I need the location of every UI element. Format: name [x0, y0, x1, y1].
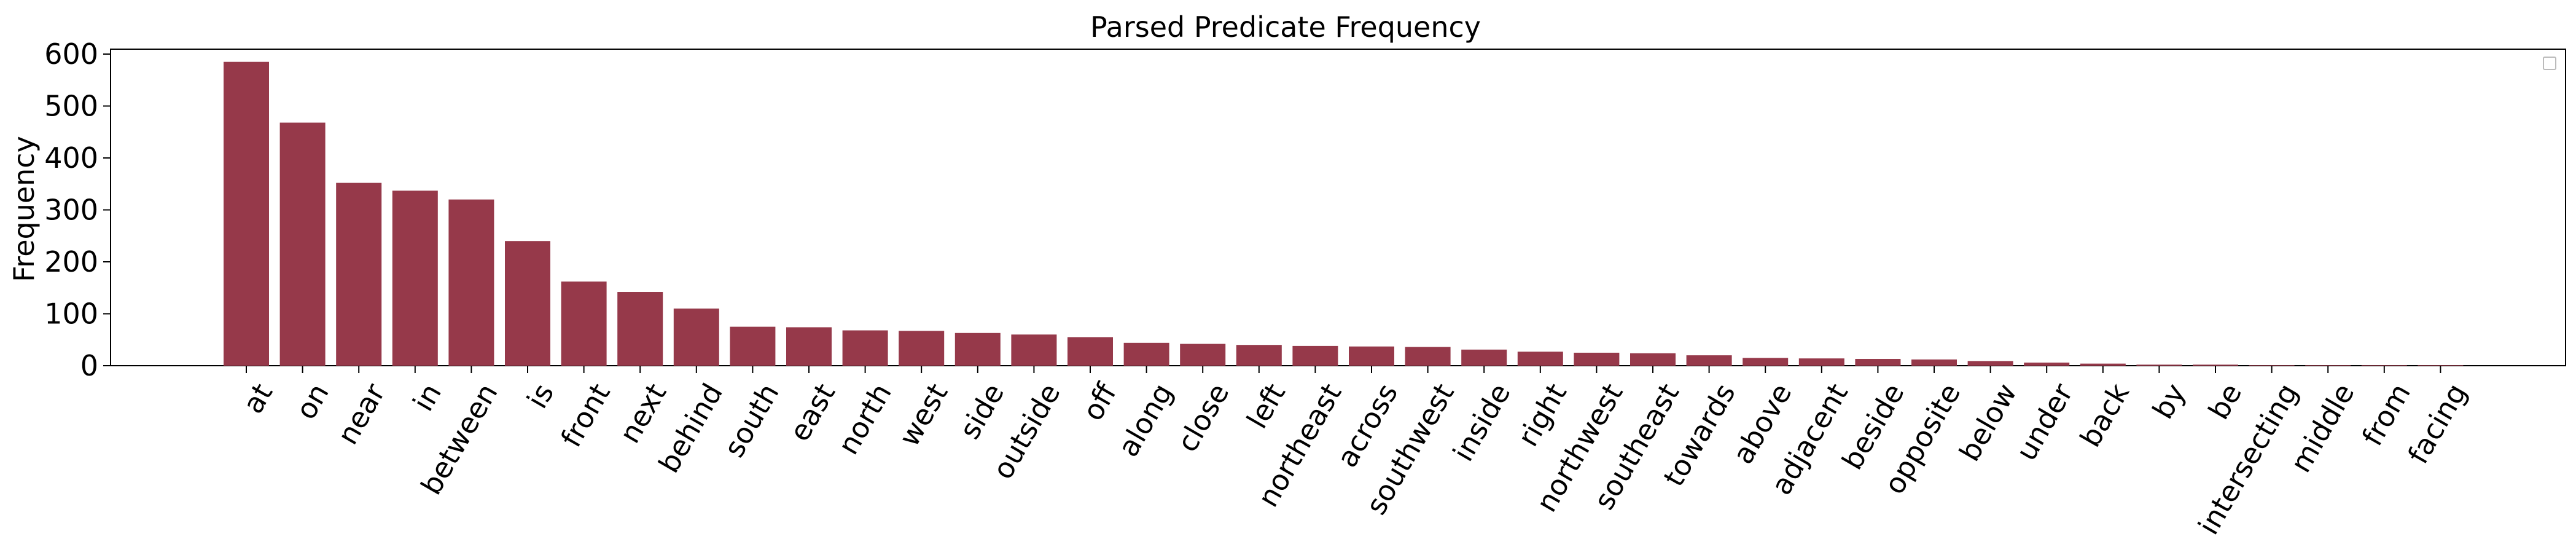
bar-south: [730, 326, 776, 366]
bar-on: [279, 122, 326, 366]
x-tick-label-off: off: [1076, 377, 1123, 427]
bar-towards: [1686, 355, 1732, 366]
legend-box: [2543, 57, 2556, 70]
bar-southeast: [1630, 353, 1676, 366]
x-tick-label-in: in: [406, 378, 448, 417]
bar-adjacent: [1798, 358, 1844, 366]
x-tick-label-east: east: [783, 378, 841, 447]
x-tick-label-back: back: [2074, 377, 2136, 452]
x-tick-label-north: north: [831, 378, 897, 460]
x-tick-label-is: is: [520, 378, 560, 414]
bar-inside: [1461, 349, 1507, 366]
x-tick-label-under: under: [2009, 378, 2079, 466]
bar-middle: [2305, 365, 2351, 366]
bar-right: [1517, 352, 1563, 366]
y-axis: 0 100 200 300 400 500 600: [44, 37, 111, 382]
bar-southwest: [1405, 347, 1451, 366]
y-tick-label: 500: [44, 90, 98, 123]
bar-close: [1180, 344, 1226, 366]
x-tick-label-front: front: [554, 378, 616, 453]
bar-is: [505, 241, 550, 366]
bar-under: [2024, 362, 2070, 366]
bar-side: [954, 333, 1001, 366]
x-tick-label-on: on: [289, 378, 335, 425]
y-tick-label: 400: [44, 141, 98, 175]
bar-between: [448, 199, 494, 366]
y-tick-label: 300: [44, 194, 98, 227]
x-tick-label-west: west: [892, 378, 954, 452]
bar-be: [2193, 364, 2238, 366]
bar-above: [1743, 358, 1789, 366]
bar-off: [1067, 337, 1113, 366]
y-tick-label: 200: [44, 245, 98, 278]
bar-northwest: [1574, 352, 1620, 366]
chart-title: Parsed Predicate Frequency: [1090, 10, 1481, 44]
bar-next: [617, 292, 663, 366]
bar-back: [2080, 363, 2126, 366]
bar-opposite: [1911, 359, 1957, 366]
plot-area: [110, 49, 2566, 366]
bar-north: [842, 330, 888, 366]
x-tick-label-at: at: [236, 378, 279, 419]
x-tick-label-close: close: [1171, 378, 1236, 458]
bar-beside: [1855, 359, 1901, 366]
bar-front: [561, 281, 607, 366]
bar-by: [2136, 364, 2182, 366]
bar-outside: [1011, 334, 1057, 366]
bar-intersecting: [2249, 365, 2295, 366]
bar-east: [786, 327, 832, 366]
bar-below: [1967, 361, 2013, 366]
y-axis-label: Frequency: [7, 136, 41, 282]
bars: [224, 61, 2464, 366]
bar-at: [224, 61, 269, 366]
bar-near: [336, 183, 382, 366]
bar-from: [2361, 365, 2407, 366]
bar-behind: [673, 309, 719, 366]
x-tick-label-side: side: [953, 378, 1010, 445]
y-tick-label: 100: [44, 297, 98, 331]
bar-left: [1236, 345, 1282, 366]
bar-in: [392, 191, 438, 366]
y-tick-label: 0: [80, 349, 98, 382]
x-tick-label-next: next: [613, 378, 673, 449]
bar-across: [1349, 346, 1394, 366]
x-tick-label-south: south: [717, 378, 786, 463]
bar-facing: [2418, 365, 2464, 366]
bar-northeast: [1292, 345, 1338, 366]
x-tick-label-by: by: [2146, 378, 2192, 425]
x-tick-label-be: be: [2202, 378, 2249, 425]
y-tick-label: 600: [44, 37, 98, 71]
x-tick-label-inside: inside: [1446, 378, 1517, 467]
x-tick-label-near: near: [330, 378, 391, 451]
x-tick-label-along: along: [1111, 378, 1179, 462]
x-tick-label-left: left: [1240, 378, 1292, 435]
bar-along: [1123, 342, 1169, 366]
x-tick-label-facing: facing: [2402, 378, 2473, 470]
bar-west: [899, 331, 945, 366]
x-tick-label-below: below: [1953, 378, 2023, 467]
